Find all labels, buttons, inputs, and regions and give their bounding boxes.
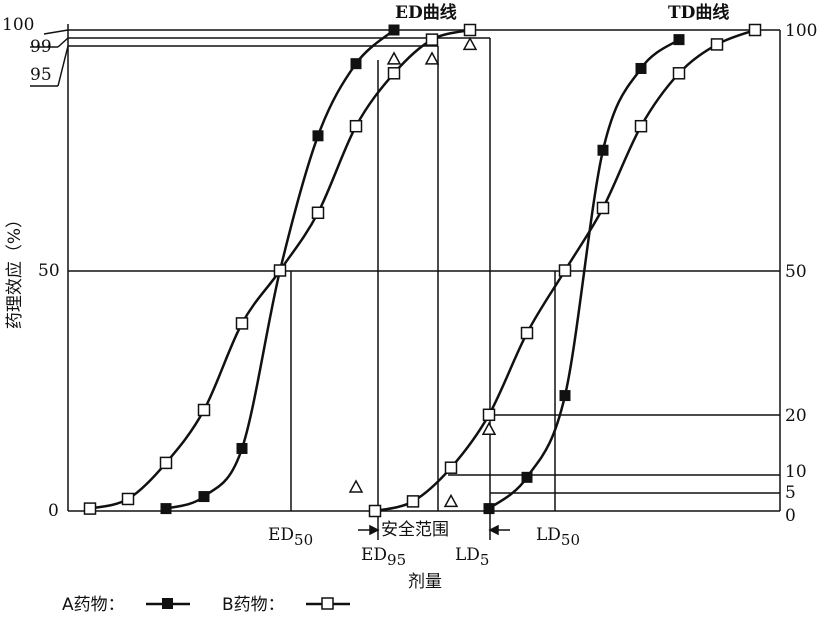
data-point-3-8 xyxy=(672,67,686,80)
ed50-label-sub: 50 xyxy=(294,531,313,549)
legend-a-label: A药物： xyxy=(62,595,125,615)
data-point-0-1 xyxy=(198,491,210,503)
right-tick-label-100: 100 xyxy=(785,21,817,41)
data-point-1-8 xyxy=(387,67,401,80)
ld5-label-base: LD xyxy=(455,545,480,565)
left-tick-label-99: 99 xyxy=(30,37,52,57)
data-point-1-9 xyxy=(425,33,439,46)
left-tick-label-95: 95 xyxy=(30,65,52,85)
data-point-1-4 xyxy=(235,317,249,330)
data-point-1-2 xyxy=(159,456,173,470)
legend-b-label: B药物： xyxy=(222,595,285,615)
right-tick-label-10: 10 xyxy=(785,462,807,482)
left-tick-label-100: 100 xyxy=(2,15,34,35)
data-point-3-6 xyxy=(596,201,610,215)
reference-lines xyxy=(30,24,781,540)
ld50-label-sub: 50 xyxy=(561,531,580,549)
leader-100 xyxy=(43,29,69,35)
data-point-1-1 xyxy=(121,492,135,506)
leader-95 xyxy=(57,45,69,87)
data-point-0-5 xyxy=(350,58,362,70)
data-point-3-0 xyxy=(368,504,382,518)
data-point-3-10 xyxy=(748,23,762,37)
triangle-point-3 xyxy=(348,479,364,493)
triangle-point-4 xyxy=(481,421,497,435)
td-curve-label: TD曲线 xyxy=(668,2,729,23)
ld50-label-base: LD xyxy=(536,525,561,545)
data-point-3-1 xyxy=(406,495,420,508)
left-tick-label-0: 0 xyxy=(48,501,59,521)
data-point-1-5 xyxy=(273,264,287,277)
data-point-3-3 xyxy=(482,408,496,422)
data-point-3-5 xyxy=(558,264,572,277)
leader-99 xyxy=(57,37,69,48)
data-point-2-4 xyxy=(635,62,647,74)
ed50-label-base: ED xyxy=(268,525,294,545)
safety-range-label: 安全范围 xyxy=(381,520,449,540)
ed95-label-base: ED xyxy=(361,545,387,565)
legend-a-marker xyxy=(162,598,173,609)
data-point-3-4 xyxy=(520,326,534,340)
triangle-point-1 xyxy=(424,51,440,65)
data-point-1-7 xyxy=(349,119,363,133)
ed95-label-sub: 95 xyxy=(387,551,406,569)
legend: A药物： B药物： xyxy=(62,595,350,615)
data-point-1-10 xyxy=(463,23,477,37)
data-point-0-0 xyxy=(160,503,172,515)
safety-arrowhead-left xyxy=(369,524,380,536)
data-point-0-6 xyxy=(388,24,400,36)
data-point-0-2 xyxy=(236,442,248,454)
ed50-label: ED50 xyxy=(268,525,313,549)
right-tick-label-50: 50 xyxy=(785,262,807,282)
right-tick-label-20: 20 xyxy=(785,406,807,426)
data-point-3-2 xyxy=(444,461,458,474)
data-point-2-3 xyxy=(597,144,609,156)
left-tick-label-50: 50 xyxy=(38,261,60,281)
ld5-label: LD5 xyxy=(455,545,489,569)
data-point-1-6 xyxy=(311,206,325,220)
y-axis-title: 药理效应（%） xyxy=(5,211,25,329)
data-point-0-4 xyxy=(312,130,324,142)
data-point-2-0 xyxy=(483,503,495,515)
ld5-label-sub: 5 xyxy=(480,551,490,569)
triangle-point-2 xyxy=(462,36,478,51)
triangle-point-5 xyxy=(443,493,459,508)
data-point-2-5 xyxy=(673,34,685,46)
data-point-3-7 xyxy=(634,119,648,133)
safety-arrowhead-right xyxy=(488,524,499,536)
data-point-1-0 xyxy=(83,502,97,515)
x-axis-title: 剂量 xyxy=(408,572,442,592)
ld50-label: LD50 xyxy=(536,525,580,549)
right-tick-label-5: 5 xyxy=(785,483,796,503)
data-point-1-3 xyxy=(197,403,211,417)
data-point-2-1 xyxy=(521,471,533,483)
ed-curve-label: ED曲线 xyxy=(395,2,457,23)
ed95-label: ED95 xyxy=(361,545,406,569)
triangle-point-0 xyxy=(386,51,402,65)
data-point-2-2 xyxy=(559,390,571,402)
legend-b-marker xyxy=(321,597,334,610)
markers-layer xyxy=(83,23,762,518)
right-tick-label-0: 0 xyxy=(785,506,796,526)
data-point-3-9 xyxy=(710,38,724,51)
